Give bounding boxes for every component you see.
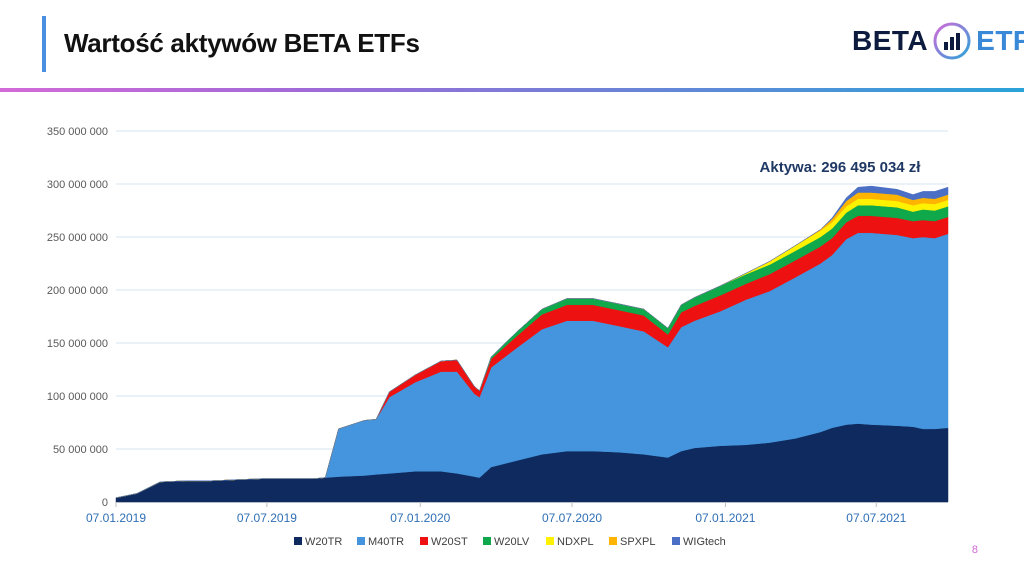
bar-chart-icon: [932, 21, 972, 61]
legend-label-wigtech: WIGtech: [683, 536, 726, 548]
page-title: Wartość aktywów BETA ETFs: [64, 28, 420, 58]
x-tick-label: 07.07.2021: [846, 511, 906, 525]
beta-etf-logo: BETA ETF: [852, 18, 1024, 64]
header-divider: [0, 88, 1024, 92]
series-area-wigtech: [115, 185, 949, 499]
legend-label-spxpl: SPXPL: [620, 536, 655, 548]
y-tick-label: 0: [102, 497, 108, 509]
legend-swatch-m40tr: [357, 537, 365, 545]
legend-swatch-w20lv: [483, 537, 491, 545]
x-tick-label: 07.01.2021: [695, 511, 755, 525]
legend-swatch-wigtech: [672, 537, 680, 545]
y-tick-label: 200 000 000: [47, 285, 108, 297]
logo-text-beta: BETA: [852, 25, 929, 56]
title-accent-bar: [42, 16, 46, 72]
assets-stacked-area-chart: 0 50 000 000 100 000 000 150 000 000 200 000…: [47, 126, 949, 548]
legend-label-w20tr: W20TR: [305, 536, 342, 548]
y-tick-label: 350 000 000: [47, 126, 108, 138]
legend-label-ndxpl: NDXPL: [557, 536, 594, 548]
page-number: 8: [971, 544, 978, 556]
legend-swatch-w20tr: [294, 537, 302, 545]
legend-label-w20st: W20ST: [431, 536, 468, 548]
y-tick-label: 150 000 000: [47, 338, 108, 350]
legend-swatch-w20st: [420, 537, 428, 545]
x-tick-label: 07.07.2020: [542, 511, 602, 525]
x-tick-label: 07.01.2019: [86, 511, 146, 525]
legend-label-m40tr: M40TR: [368, 536, 404, 548]
x-tick-label: 07.07.2019: [237, 511, 297, 525]
x-tick-label: 07.01.2020: [390, 511, 450, 525]
logo-text-etf: ETF: [976, 25, 1024, 56]
y-tick-label: 300 000 000: [47, 179, 108, 191]
y-tick-label: 250 000 000: [47, 232, 108, 244]
legend-swatch-ndxpl: [546, 537, 554, 545]
legend-swatch-spxpl: [609, 537, 617, 545]
y-tick-label: 100 000 000: [47, 391, 108, 403]
y-tick-label: 50 000 000: [53, 444, 108, 456]
assets-total-annotation: Aktywa: 296 495 034 zł: [760, 159, 922, 176]
legend-label-w20lv: W20LV: [494, 536, 530, 548]
